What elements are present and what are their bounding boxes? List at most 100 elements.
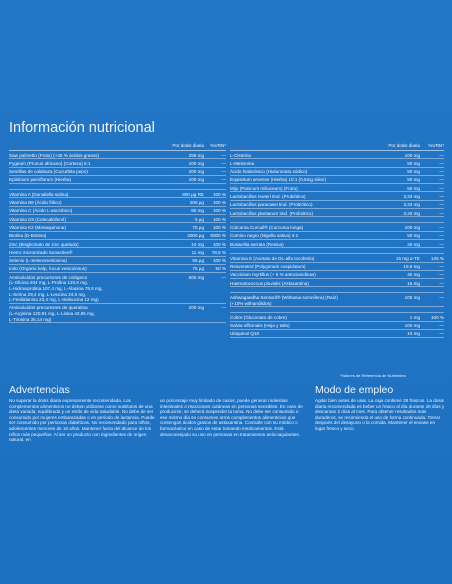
header-dose: Por dosis diaria [388, 143, 420, 149]
nutrient-label: Lactobacillus paracasei tind. (Probiótic… [230, 202, 313, 208]
nutrient-label: Vitamina K2 (Menaquinona) [9, 224, 66, 230]
vrn-value: 100 % [212, 208, 226, 214]
nutrient-label: Biotina (D-Biotina) [9, 233, 47, 239]
nutrient-label: Zinc (Bisglicinato de zinc quelado) [9, 241, 79, 247]
dose-value: 100 mg [188, 160, 204, 166]
vrn-value: — [439, 264, 444, 270]
table-row: Lactobacillus plantarum tind. (Probiótic… [230, 209, 444, 218]
nutrient-name: Selenio (L-Selenometionina) [9, 258, 156, 264]
vrn-value: 100 % [430, 314, 444, 320]
vrn-value: — [221, 305, 226, 311]
nutrient-label: Vitamina C (Ácido L-ascórbico) [9, 208, 73, 214]
vrn-value: — [439, 280, 444, 286]
table-row: Salvia officinalis (Hoja y tallo) 100 mg — [230, 322, 444, 330]
dose-value: 100 mg [404, 323, 420, 329]
table-header: Por dosis diaria %VRN* [9, 142, 226, 151]
dose-value: 5 µg [194, 216, 204, 222]
table-row: Haematococcus pluvialis (Astaxantina) 15 … [230, 279, 444, 288]
table-row: L-Cisteína 100 mg — [230, 151, 444, 160]
vrn-value: 78,5 % [211, 249, 226, 255]
vrn-value: — [439, 295, 444, 301]
dose-value: 75 µg [192, 266, 204, 272]
table-row: Ácido hialurónico (Hialuronato sódico) 50… [230, 168, 444, 176]
nutrient-label: Saw palmetto (Fruto) (+45 % ácidos graso… [9, 152, 99, 158]
nutrient-name: Haematococcus pluvialis (Astaxantina) [230, 281, 366, 287]
vrn-value: — [439, 241, 444, 247]
nutrient-label: Lactobacillus reuteri tind. (Probiótico) [230, 194, 306, 200]
advertencias-text-1: No superar la dosis diaria expresamente … [9, 398, 155, 443]
dose-value: 3,33 mg [403, 202, 420, 208]
vrn-value: — [221, 169, 226, 175]
dose-value: 100 mg [188, 177, 204, 183]
nutrient-name: L-Metionina [230, 161, 366, 167]
table-row: Ashwagandha Sensoril® (Withania somnifer… [230, 293, 444, 308]
nutrient-name: Vitamina A (Dunaliella salina) [9, 192, 156, 198]
nutrient-label: Semillas de calabaza (Cucurbita pepo) [9, 169, 88, 175]
nutrient-label: Pygeum (Prunus africana) (Corteza) 5:1 [9, 160, 91, 166]
dose-value: 55 µg [192, 258, 204, 264]
nutrition-table-left: Por dosis diaria %VRN* Saw palmetto (Fru… [9, 142, 226, 324]
table-row: Epilobium parviflorum (Hierba) 100 mg — [9, 176, 226, 185]
dose-value: 40 mg [407, 272, 420, 278]
nutrient-name: Epilobium parviflorum (Hierba) [9, 177, 156, 183]
table-row: Semillas de calabaza (Cucurbita pepo) 200… [9, 168, 226, 176]
dose-value: 50 mg [407, 177, 420, 183]
vrn-value: — [439, 194, 444, 200]
table-row: Aminoácidos precursores de colágeno (L-Gl… [9, 273, 226, 304]
nutrient-name: Mijo (Panicum miliaceum) (Fruto) [230, 186, 366, 192]
dose-value: 50 mg [407, 233, 420, 239]
vrn-value: 100 % [212, 191, 226, 197]
nutrient-name: Biotina (D-Biotina) [9, 233, 156, 239]
nutrient-name: Cúrcuma Curcuil® (Curcuma longa) [230, 225, 366, 231]
nutrient-label: Boswellia serrata (Resina) [230, 241, 284, 247]
table-row: Vitamina D3 (Colecalciferol) 5 µg 100 % [9, 215, 226, 224]
nutrient-detail: (L-Arginina 120,91 mg, L-Lisina 43,95 mg… [9, 310, 95, 316]
table-row: Biotina (D-Biotina) 3000 µg 6000 % [9, 232, 226, 240]
nutrient-name: Ubiquinol Q10 [230, 331, 366, 337]
dose-value: 10 mg [407, 331, 420, 337]
dose-value: 1 mg [409, 314, 420, 320]
vrn-value: — [439, 152, 444, 158]
nutrient-name: Lactobacillus paracasei tind. (Probiótic… [230, 202, 366, 208]
dose-value: 200 mg [188, 305, 204, 311]
nutrient-label: Iodo (Organic kelp, fucus vesiculosus) [9, 266, 87, 272]
nutrient-name: Boswellia serrata (Resina) [230, 242, 366, 248]
vrn-value: — [221, 152, 226, 158]
table-row: Boswellia serrata (Resina) 25 mg — [230, 240, 444, 249]
vrn-value: — [439, 272, 444, 278]
vrn-value: 100 % [212, 216, 226, 222]
nutrient-name: Ashwagandha Sensoril® (Withania somnifer… [230, 295, 366, 306]
group-gap [230, 217, 444, 224]
nutrient-name: Vaccinium myrtillus (+ 5 % antocianidina… [230, 272, 366, 278]
advertencias-text-2: un porcentaje muy limitado de casos, pue… [160, 398, 303, 437]
vrn-value: — [221, 160, 226, 166]
footnote: *Valores de Referencia de Nutrientes [340, 373, 406, 378]
modo-text: Agitar bien antes de usar. La caja conti… [315, 398, 445, 431]
table-row: Hierro micronizado Sunactive® 11 mg 78,5 % [9, 248, 226, 257]
nutrient-label: Haematococcus pluvialis (Astaxantina) [230, 280, 309, 286]
nutrient-name: Cobre (Gluconato de cobre) [230, 315, 366, 321]
nutrient-detail: L-Tirosina 35,14 mg) [9, 316, 52, 322]
table-row: Vitamina C (Ácido L-ascórbico) 80 mg 100 % [9, 207, 226, 216]
table-header: Por dosis diaria %VRN* [230, 142, 444, 151]
nutrient-name: Ácido hialurónico (Hialuronato sódico) [230, 169, 366, 175]
nutrient-label: L-Metionina [230, 160, 255, 166]
nutrient-name: Iodo (Organic kelp, fucus vesiculosus) [9, 266, 156, 272]
dose-value: 3,33 mg [403, 210, 420, 216]
modo-title: Modo de empleo [315, 384, 394, 396]
nutrient-label: Hierro micronizado Sunactive® [9, 249, 73, 255]
nutrient-label: Vitamina B9 (Ácido fólico) [9, 200, 62, 206]
table-row: Zinc (Bisglicinato de zinc quelado) 10 mg… [9, 240, 226, 249]
table-row: Cobre (Gluconato de cobre) 1 mg 100 % [230, 313, 444, 322]
nutrient-label: Equisetum arvense (Hierba) 10:1 (0,5mg s… [230, 177, 326, 183]
table-row: Vitamina E (Acetato de DL-alfa tocoferil… [230, 254, 444, 263]
nutrient-label: Ashwagandha Sensoril® (Withania somnifer… [230, 295, 338, 301]
nutrient-label: Mijo (Panicum miliaceum) (Fruto) [230, 185, 298, 191]
nutrient-label: Salvia officinalis (Hoja y tallo) [230, 323, 290, 329]
table-row: Aminoácidos precursores de queratina (L-A… [9, 304, 226, 324]
vrn-value: — [221, 177, 226, 183]
dose-value: 50 mg [407, 160, 420, 166]
table-row: Vaccinium myrtillus (+ 5 % antocianidina… [230, 271, 444, 280]
nutrient-label: Vitamina A (Dunaliella salina) [9, 191, 69, 197]
